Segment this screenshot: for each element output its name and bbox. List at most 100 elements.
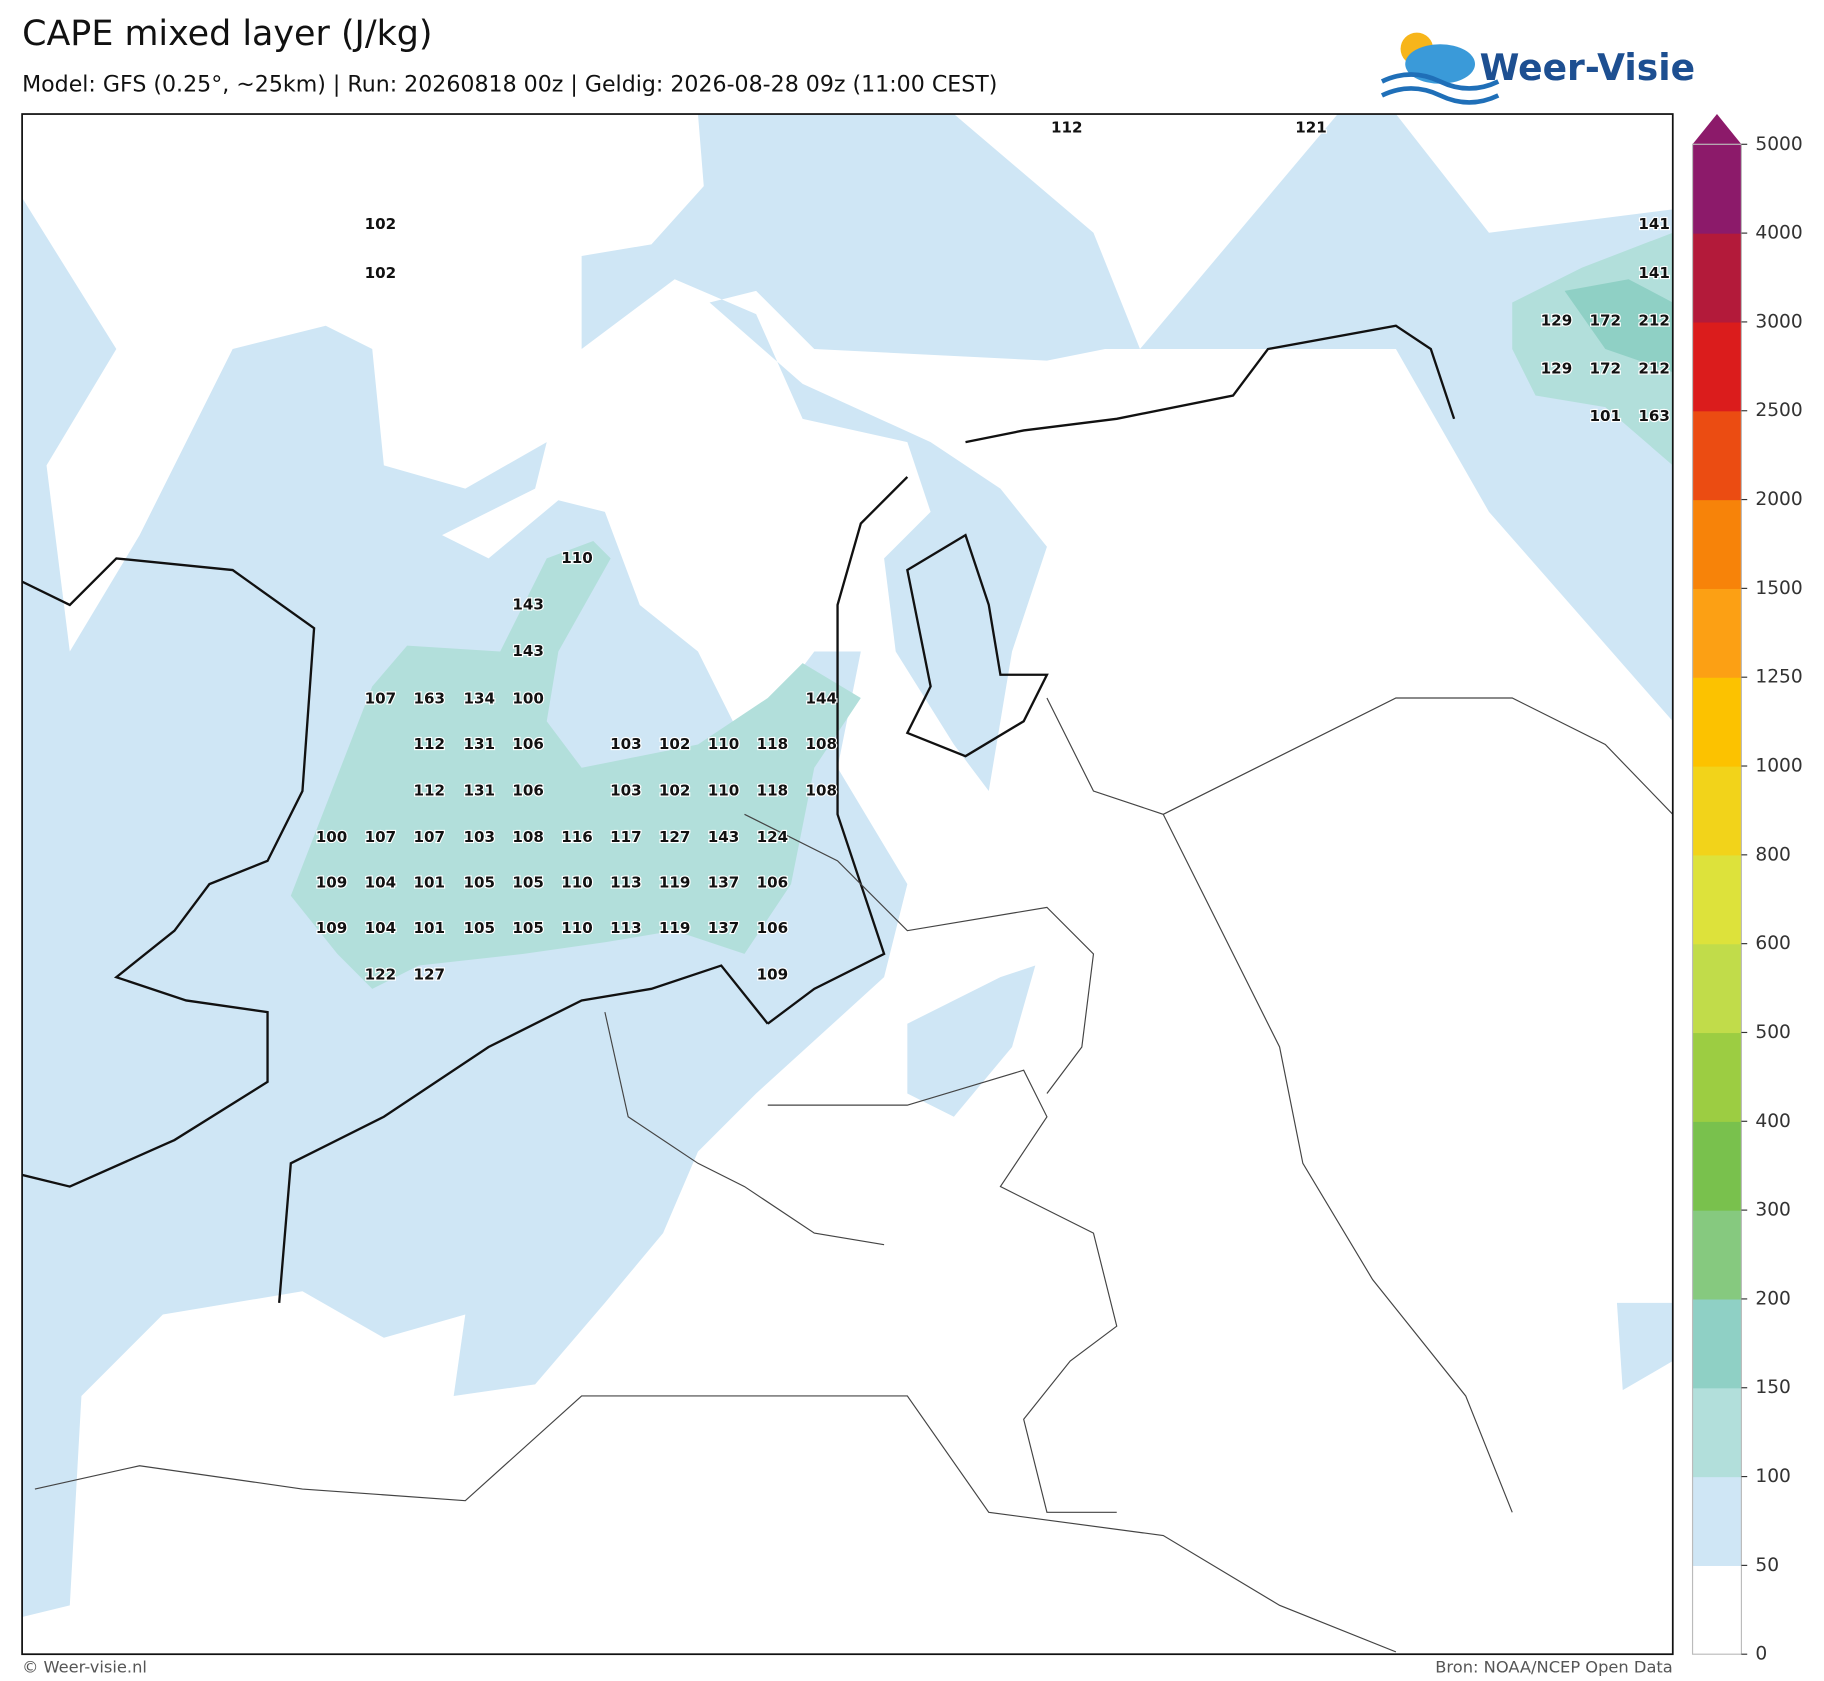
map-value-label: 117: [610, 828, 642, 846]
colorbar-tick-label: 50: [1755, 1555, 1779, 1576]
title: CAPE mixed layer (J/kg): [22, 14, 432, 54]
map-value-label: 212: [1638, 312, 1670, 330]
colorbar-tick-label: 500: [1755, 1022, 1791, 1043]
map-value-label: 118: [757, 735, 789, 753]
map-value-label: 121: [1295, 119, 1327, 137]
map-value-label: 163: [413, 690, 445, 708]
colorbar-tick-label: 1250: [1755, 667, 1802, 688]
map-value-label: 137: [708, 873, 740, 891]
map-value-label: 116: [561, 828, 593, 846]
colorbar-tick-label: 400: [1755, 1111, 1791, 1132]
map-value-label: 105: [463, 873, 495, 891]
map-value-label: 105: [512, 919, 544, 937]
colorbar-bin: [1692, 1565, 1742, 1655]
map-value-label: 107: [365, 828, 397, 846]
map-value-label: 104: [365, 873, 397, 891]
map-value-label: 172: [1590, 312, 1622, 330]
map-value-label: 137: [708, 919, 740, 937]
colorbar-tick-label: 300: [1755, 1200, 1791, 1221]
map-value-label: 103: [610, 735, 642, 753]
colorbar-bin: [1692, 1210, 1742, 1300]
logo: Weer-Visie: [1380, 32, 1695, 105]
colorbar-bin: [1692, 943, 1742, 1034]
colorbar-tick-label: 5000: [1755, 134, 1802, 155]
map-value-label: 118: [757, 782, 789, 800]
map-value-label: 119: [659, 873, 691, 891]
map-frame: [21, 113, 1674, 1656]
map-value-label: 143: [708, 828, 740, 846]
map-value-label: 102: [659, 782, 691, 800]
colorbar-bin: [1692, 677, 1742, 767]
map-value-label: 112: [413, 782, 445, 800]
colorbar-tick-label: 2000: [1755, 489, 1802, 510]
map-value-label: 109: [316, 919, 348, 937]
colorbar-tick-label: 1500: [1755, 578, 1802, 599]
map-value-label: 106: [757, 919, 789, 937]
map-value-label: 131: [463, 782, 495, 800]
map-value-label: 131: [463, 735, 495, 753]
map-value-label: 101: [413, 873, 445, 891]
map-value-label: 102: [365, 215, 397, 233]
map-value-label: 108: [512, 828, 544, 846]
map-value-label: 163: [1638, 407, 1670, 425]
colorbar-bin: [1692, 1387, 1742, 1478]
colorbar-bin: [1692, 1032, 1742, 1122]
footer-left: © Weer-visie.nl: [22, 1658, 147, 1677]
map-value-label: 110: [561, 873, 593, 891]
colorbar-frame: [1691, 143, 1742, 1655]
map-value-label: 113: [610, 873, 642, 891]
colorbar-bin: [1692, 1476, 1742, 1566]
map-value-label: 107: [365, 690, 397, 708]
subtitle: Model: GFS (0.25°, ~25km) | Run: 2026081…: [22, 71, 997, 97]
map-value-label: 172: [1590, 359, 1622, 377]
colorbar-tick-label: 600: [1755, 933, 1791, 954]
colorbar-bin: [1692, 766, 1742, 856]
map-value-label: 110: [708, 782, 740, 800]
colorbar-tick-label: 2500: [1755, 400, 1802, 421]
map-value-label: 110: [708, 735, 740, 753]
colorbar-tick-label: 0: [1755, 1644, 1767, 1665]
colorbar-bin: [1692, 1121, 1742, 1211]
map-value-label: 141: [1638, 264, 1670, 282]
map-value-label: 110: [561, 549, 593, 567]
map-value-label: 134: [463, 690, 495, 708]
colorbar-tick-label: 800: [1755, 844, 1791, 865]
map-value-label: 113: [610, 919, 642, 937]
colorbar-bin: [1692, 854, 1742, 945]
colorbar-bin: [1692, 1298, 1742, 1389]
colorbar-bin: [1692, 588, 1742, 678]
colorbar-bin: [1692, 233, 1742, 323]
map-value-label: 127: [659, 828, 691, 846]
map-value-label: 119: [659, 919, 691, 937]
map-value-label: 102: [365, 264, 397, 282]
map-value-label: 106: [512, 735, 544, 753]
map-value-label: 127: [413, 965, 445, 983]
map-value-label: 103: [610, 782, 642, 800]
colorbar-bin: [1692, 321, 1742, 412]
map-value-label: 108: [805, 735, 837, 753]
map-value-label: 101: [413, 919, 445, 937]
map-value-label: 212: [1638, 359, 1670, 377]
map-value-label: 143: [512, 642, 544, 660]
colorbar-bin: [1692, 410, 1742, 501]
map-value-label: 105: [463, 919, 495, 937]
colorbar-extend: [1692, 114, 1742, 145]
map: [22, 114, 1673, 1653]
map-value-label: 107: [413, 828, 445, 846]
colorbar-tick-label: 100: [1755, 1466, 1791, 1487]
colorbar-bin: [1692, 144, 1742, 234]
logo-text: Weer-Visie: [1480, 47, 1695, 89]
colorbar-tick-label: 4000: [1755, 223, 1802, 244]
map-value-label: 106: [757, 873, 789, 891]
map-value-label: 103: [463, 828, 495, 846]
colorbar-tick-label: 150: [1755, 1377, 1791, 1398]
map-value-label: 129: [1541, 312, 1573, 330]
map-value-label: 141: [1638, 215, 1670, 233]
map-value-label: 144: [805, 690, 837, 708]
map-value-label: 101: [1590, 407, 1622, 425]
map-value-label: 108: [805, 782, 837, 800]
map-value-label: 143: [512, 595, 544, 613]
map-value-label: 112: [413, 735, 445, 753]
footer-right: Bron: NOAA/NCEP Open Data: [1435, 1658, 1673, 1677]
